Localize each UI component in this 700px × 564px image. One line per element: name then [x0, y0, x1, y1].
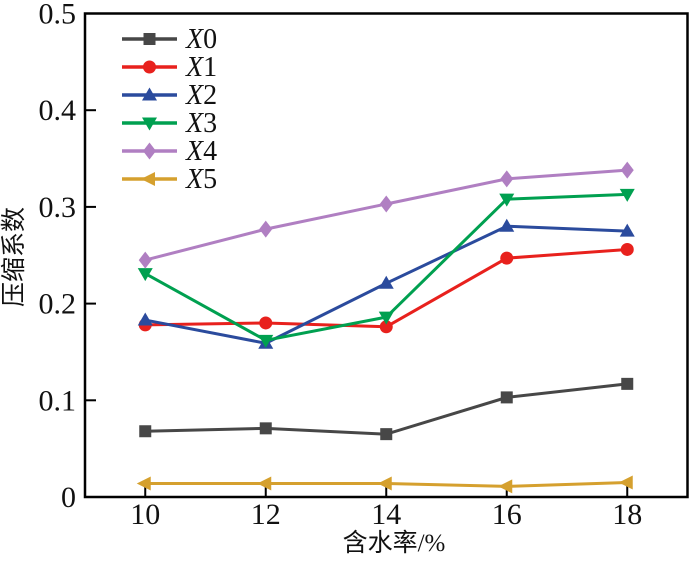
x-tick-label: 10: [130, 498, 160, 531]
legend-label-X1: X1: [185, 52, 217, 83]
legend-item-X4: X4: [122, 136, 217, 167]
legend-item-X2: X2: [122, 80, 217, 111]
series-line-X0: [145, 382, 628, 436]
series-marker-X4: [620, 161, 634, 179]
series-marker-X4: [379, 195, 393, 213]
series-marker-X4: [500, 170, 514, 188]
series-marker-X0: [259, 422, 272, 435]
series-marker-X1: [259, 316, 273, 330]
series-marker-X0: [621, 377, 634, 390]
y-tick-label: 0.4: [39, 94, 77, 127]
legend-marker-X4: [143, 142, 156, 160]
series-marker-X2: [619, 223, 635, 237]
legend-marker-X1: [143, 60, 156, 74]
series-marker-X5: [377, 476, 392, 491]
legend-marker-X5: [141, 172, 155, 186]
series-marker-X1: [500, 251, 514, 265]
legend-marker-X3: [142, 117, 157, 131]
plot-frame: [83, 12, 689, 499]
data-series-layer: [136, 161, 635, 494]
y-tick-label: 0.1: [39, 384, 77, 417]
series-marker-X3: [619, 188, 635, 202]
series-marker-X5: [136, 476, 151, 491]
series-marker-X4: [259, 220, 273, 238]
series-marker-X5: [498, 479, 513, 494]
series-marker-X2: [137, 312, 153, 326]
x-tick-label: 14: [371, 498, 401, 531]
series-marker-X1: [379, 320, 393, 334]
legend-item-X5: X5: [122, 164, 217, 195]
series-marker-X0: [380, 428, 393, 441]
y-tick-label: 0: [61, 481, 76, 514]
series-marker-X5: [618, 475, 633, 490]
legend-label-X0: X0: [185, 24, 217, 55]
series-marker-X0: [139, 425, 152, 438]
legend-label-X4: X4: [185, 136, 217, 167]
series-marker-X4: [138, 251, 152, 269]
x-tick-label: 12: [251, 498, 281, 531]
legend-item-X0: X0: [122, 24, 217, 55]
y-tick-label: 0.5: [39, 0, 77, 31]
series-marker-X1: [620, 242, 634, 256]
plot-frame-layer: [83, 12, 689, 499]
series-marker-X0: [500, 391, 513, 404]
legend-item-X3: X3: [122, 108, 217, 139]
y-tick-label: 0.2: [39, 288, 77, 321]
series-line-X4: [144, 168, 628, 262]
legend-item-X1: X1: [122, 52, 217, 83]
series-marker-X3: [378, 311, 394, 325]
x-axis-label: 含水率/%: [343, 529, 446, 557]
series-marker-X5: [257, 476, 272, 491]
series-marker-X2: [499, 218, 515, 232]
series-marker-X3: [499, 193, 515, 207]
series-marker-X3: [137, 268, 153, 282]
legend-label-X5: X5: [185, 164, 217, 195]
legend-label-X3: X3: [185, 108, 217, 139]
series-marker-X3: [258, 334, 274, 348]
y-tick-label: 0.3: [39, 191, 77, 224]
legend-marker-X0: [143, 33, 156, 45]
x-tick-label: 18: [612, 498, 642, 531]
y-axis-label: 压缩系数: [0, 207, 28, 307]
axis-ticks-layer: 10 12 14 16 18 0 0.1 0.2 0.3 0.4 0.5: [39, 0, 643, 531]
series-marker-X2: [378, 275, 394, 289]
legend-marker-X2: [142, 87, 157, 101]
legend-label-X2: X2: [185, 80, 217, 111]
x-tick-label: 16: [492, 498, 522, 531]
